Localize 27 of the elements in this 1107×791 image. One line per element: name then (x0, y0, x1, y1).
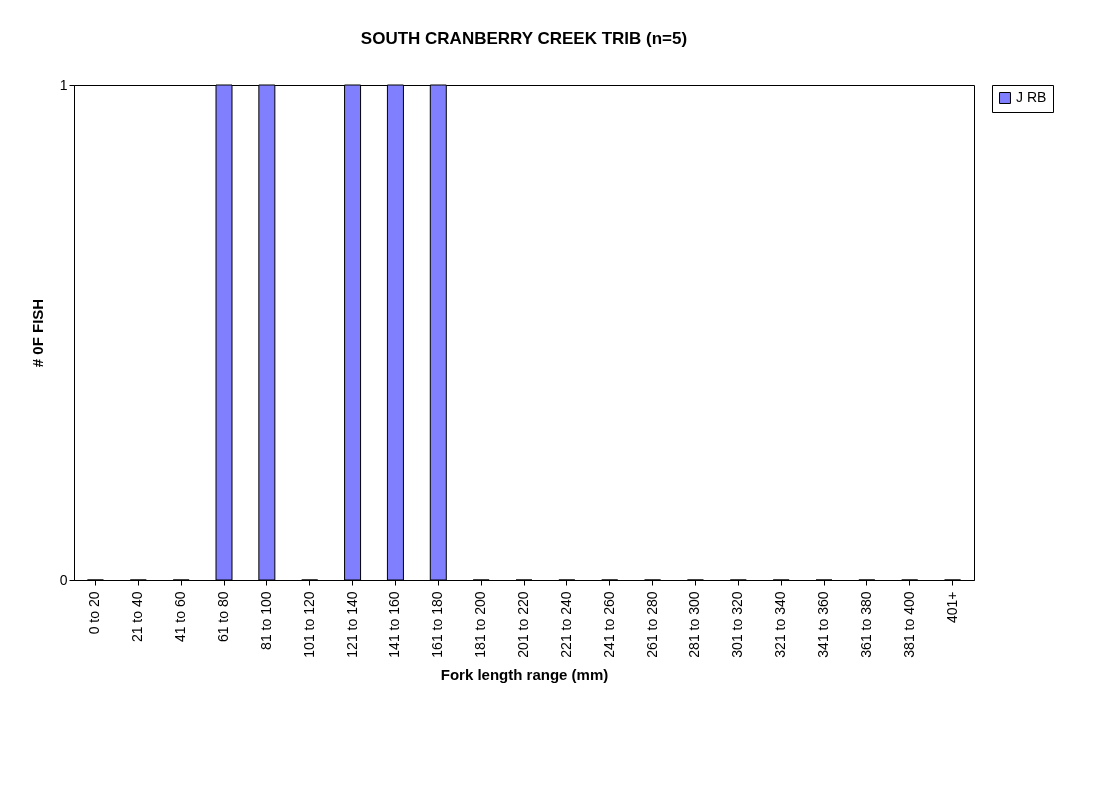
y-axis-title: # 0F FISH (28, 298, 46, 368)
x-tick-label: 161 to 180 (429, 591, 446, 658)
x-tick-label: 181 to 200 (472, 591, 489, 658)
x-tick-label: 41 to 60 (172, 591, 189, 643)
x-tick-label: 201 to 220 (515, 591, 531, 658)
x-tick-label: 321 to 340 (772, 591, 789, 658)
x-tick-label: 381 to 400 (900, 591, 917, 658)
x-tick-label: 221 to 240 (557, 591, 574, 658)
x-tick-label: 301 to 320 (729, 591, 746, 658)
x-tick-label: 341 to 360 (815, 591, 831, 658)
x-tick-label: 241 to 260 (600, 591, 617, 658)
chart-title: SOUTH CRANBERRY CREEK TRIB (n=5) (360, 29, 688, 48)
legend-label: J RB (1016, 89, 1047, 105)
x-tick-label: 21 to 40 (129, 591, 146, 643)
x-tick-label: 61 to 80 (215, 591, 231, 643)
x-tick-label: 401+ (943, 591, 960, 624)
x-tick-label: 361 to 380 (857, 591, 874, 658)
x-tick-label: 81 to 100 (257, 591, 274, 650)
x-tick-label: 121 to 140 (343, 591, 360, 658)
y-tick-label: 1 (59, 76, 68, 93)
x-tick-label: 101 to 120 (300, 591, 317, 658)
x-tick-label: 281 to 300 (686, 591, 703, 658)
y-tick-label: 0 (59, 571, 68, 588)
x-tick-label: 261 to 280 (643, 591, 660, 658)
x-tick-label: 141 to 160 (386, 591, 403, 658)
x-axis-title: Fork length range (mm) (440, 665, 609, 683)
x-tick-label: 0 to 20 (86, 591, 103, 635)
